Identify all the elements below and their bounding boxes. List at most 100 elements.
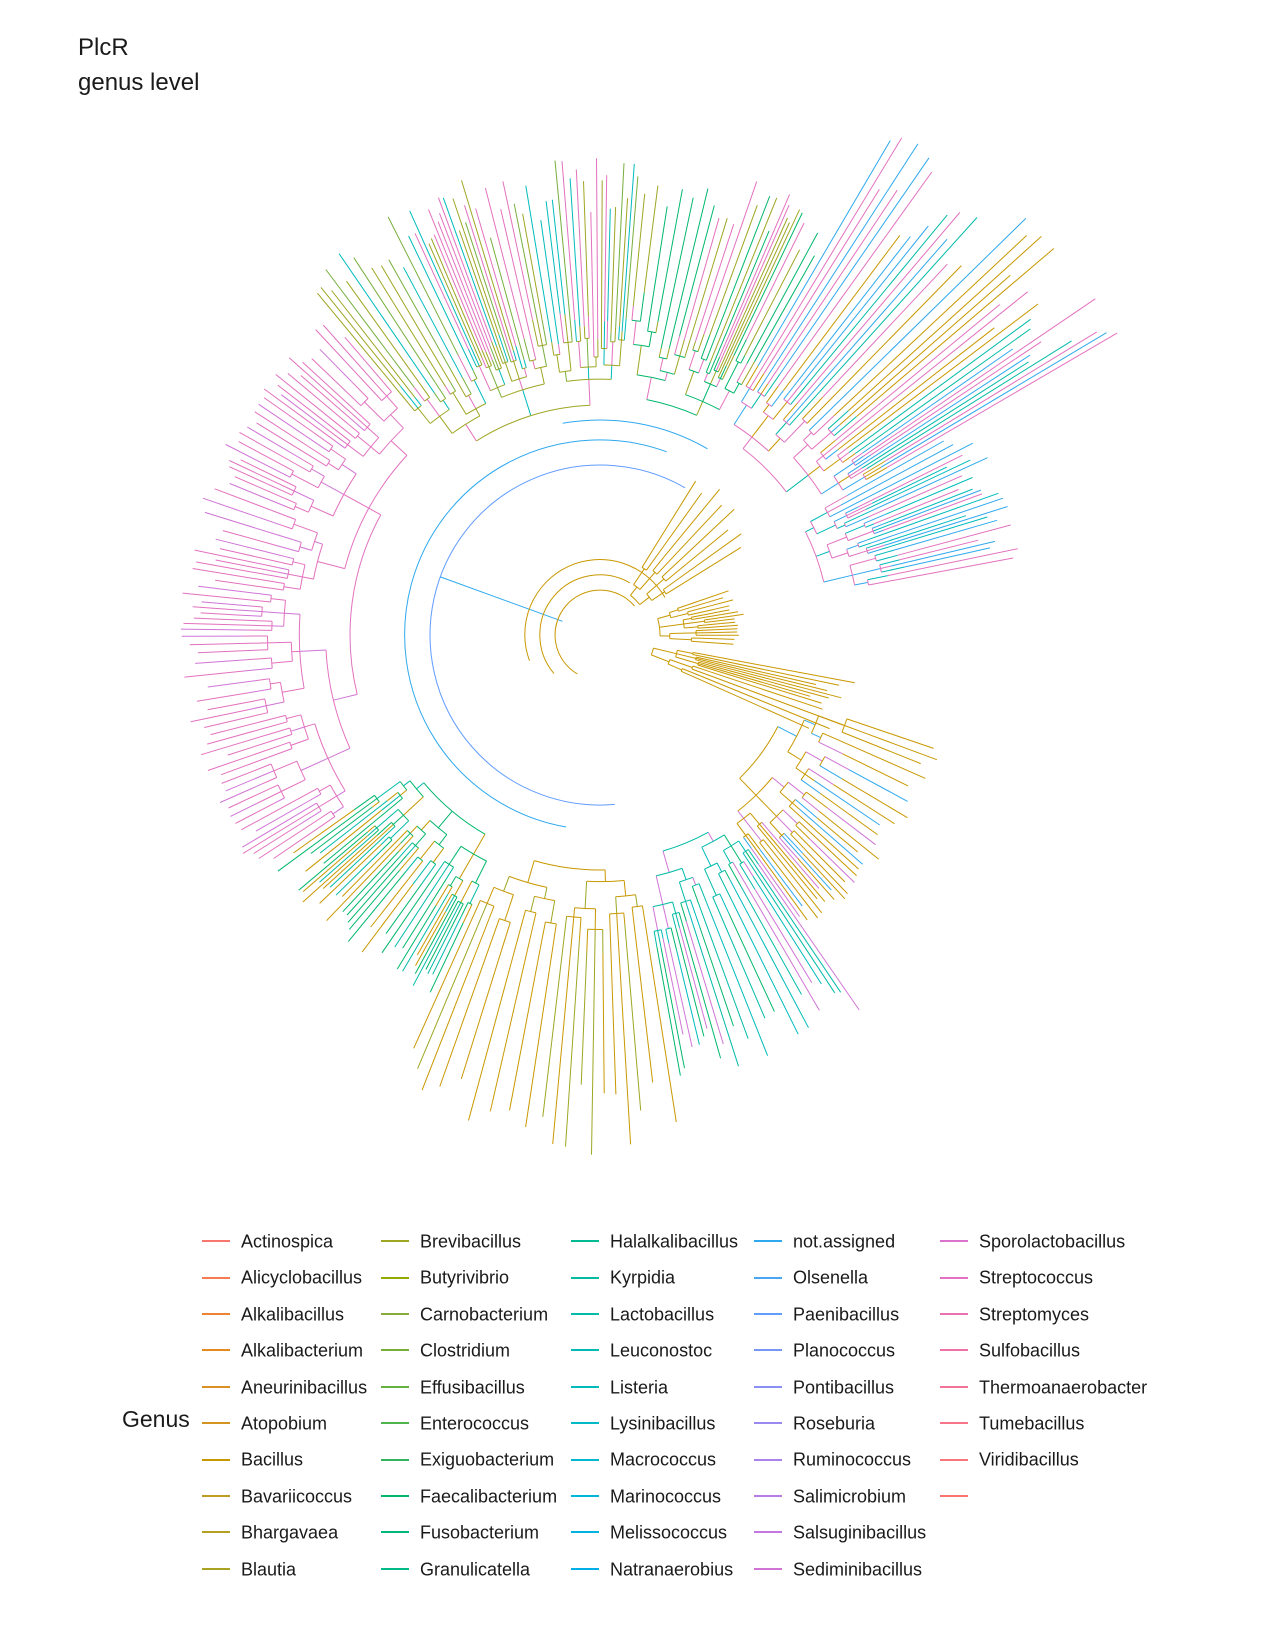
tree-branch	[469, 900, 481, 923]
tree-branch	[795, 767, 806, 775]
tree-branch	[663, 581, 675, 591]
legend-item: Effusibacillus	[381, 1375, 525, 1397]
tree-branch	[732, 861, 745, 883]
tree-branch	[386, 792, 399, 802]
tree-arc	[818, 732, 824, 743]
tree-branch	[291, 787, 318, 803]
legend-key	[571, 1567, 599, 1570]
legend-item: Actinospica	[202, 1229, 333, 1251]
tree-branch	[497, 387, 503, 398]
tree-leaf	[660, 197, 694, 349]
tree-leaf	[904, 547, 991, 568]
tree-arc	[471, 880, 480, 886]
tree-branch	[768, 438, 781, 452]
tree-branch	[426, 398, 441, 417]
tree-arc	[849, 565, 856, 586]
tree-branch	[736, 363, 748, 383]
tree-arc	[344, 440, 351, 449]
tree-leaf	[263, 397, 309, 430]
legend-key	[202, 1313, 230, 1316]
tree-leaf	[310, 806, 373, 854]
tree-leaf	[551, 199, 566, 315]
tree-arc	[291, 558, 295, 566]
tree-leaf	[464, 205, 509, 344]
tree-arc	[845, 512, 849, 519]
tree-branch	[486, 887, 495, 904]
tree-leaf	[754, 888, 813, 983]
tree-leaf	[230, 803, 257, 817]
tree-branch	[716, 378, 721, 388]
tree-branch	[355, 410, 371, 425]
tree-branch	[449, 382, 457, 392]
tree-branch	[742, 852, 752, 866]
tree-branch	[669, 632, 697, 634]
tree-arc	[769, 809, 784, 823]
tree-leaf	[890, 540, 996, 567]
tree-leaf	[817, 218, 1027, 423]
tree-leaf	[439, 934, 495, 1087]
tree-branch	[667, 663, 682, 671]
tree-leaf	[565, 940, 580, 1147]
tree-arc	[865, 548, 869, 554]
tree-branch	[842, 476, 865, 491]
tree-branch	[519, 910, 526, 931]
tree-arc	[270, 595, 272, 603]
tree-branch	[252, 698, 265, 702]
tree-branch	[330, 448, 346, 460]
tree-leaf	[679, 205, 715, 336]
tree-arc	[566, 378, 612, 382]
tree-arc	[309, 465, 314, 473]
tree-branch	[299, 649, 327, 652]
tree-arc	[476, 404, 591, 442]
tree-branch	[854, 581, 869, 586]
tree-leaf	[322, 324, 377, 385]
tree-leaf	[799, 809, 863, 865]
tree-branch	[671, 914, 677, 929]
tree-branch	[762, 404, 770, 413]
tree-branch	[616, 913, 619, 933]
legend-label: Granulicatella	[420, 1558, 531, 1579]
tree-arc	[810, 521, 818, 535]
tree-branch	[348, 424, 360, 434]
tree-branch	[398, 835, 414, 852]
tree-leaf	[197, 650, 243, 654]
tree-arc	[743, 833, 749, 838]
tree-arc	[805, 531, 825, 583]
tree-branch	[504, 894, 514, 921]
tree-branch	[317, 810, 332, 821]
tree-leaf	[409, 210, 470, 344]
tree-arc	[316, 802, 322, 812]
tree-branch	[675, 656, 699, 665]
tree-leaf	[701, 679, 810, 729]
tree-branch	[275, 469, 291, 478]
tree-branch	[491, 341, 502, 369]
tree-branch	[375, 826, 396, 845]
tree-arc	[444, 860, 454, 868]
tree-branch	[292, 561, 306, 566]
tree-branch	[704, 619, 723, 623]
tree-leaf	[189, 643, 241, 646]
tree-leaf	[700, 655, 840, 686]
tree-arc	[795, 751, 807, 769]
legend-label: Natranaerobius	[610, 1558, 734, 1579]
tree-branch	[261, 611, 285, 614]
tree-branch	[437, 810, 453, 829]
tree-leaf	[754, 255, 815, 362]
tree-leaf	[215, 579, 275, 590]
phylogenetic-tree	[180, 137, 1118, 1155]
tree-leaf	[484, 187, 525, 340]
tree-arc	[493, 886, 514, 896]
tree-arc	[742, 849, 749, 854]
legend-item: Exiguobacterium	[381, 1447, 554, 1470]
legend-item: Blautia	[202, 1557, 296, 1579]
legend-label: Butyrivibrio	[420, 1267, 510, 1288]
tree-branch	[232, 609, 263, 613]
tree-branch	[677, 600, 699, 609]
tree-arc	[680, 668, 683, 672]
tree-branch	[669, 659, 693, 668]
tree-branch	[279, 483, 295, 492]
tree-leaf	[848, 769, 908, 802]
tree-branch	[541, 345, 547, 367]
tree-branch	[461, 902, 469, 916]
tree-branch	[733, 404, 747, 425]
